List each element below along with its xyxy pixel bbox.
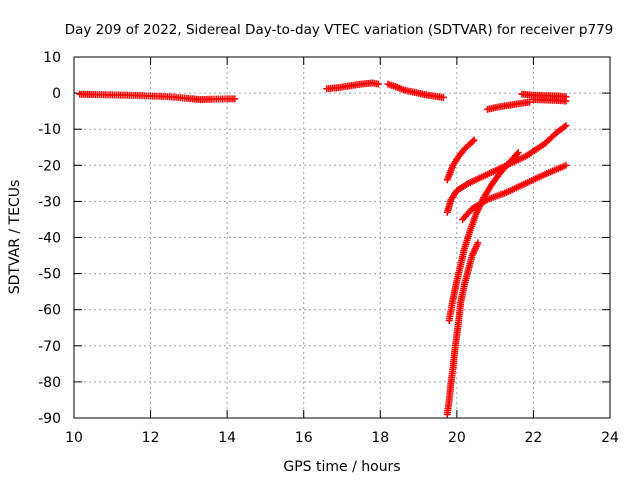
series-11 [443, 239, 482, 418]
data-point [374, 80, 382, 88]
chart-title: Day 209 of 2022, Sidereal Day-to-day VTE… [65, 22, 614, 38]
y-tick-label: -90 [38, 411, 61, 427]
y-tick-label: -80 [38, 375, 61, 391]
y-tick-label: -30 [38, 194, 61, 210]
data-point [562, 122, 570, 130]
data-point [562, 161, 570, 169]
x-axis-label: GPS time / hours [283, 459, 400, 475]
y-tick-label: -20 [38, 158, 61, 174]
y-tick-label: -10 [38, 122, 61, 138]
series-10 [445, 149, 522, 325]
data-point [526, 98, 534, 106]
y-tick-label: -70 [38, 339, 61, 355]
series-3 [384, 80, 447, 101]
series-7 [443, 136, 478, 184]
x-tick-label: 16 [295, 430, 313, 446]
x-tick-label: 24 [601, 430, 619, 446]
x-tick-label: 10 [65, 430, 83, 446]
y-tick-label: -50 [38, 267, 61, 283]
grid [74, 57, 610, 418]
data-point [439, 93, 447, 101]
y-tick-label: -40 [38, 231, 61, 247]
data-point [514, 149, 522, 157]
series-2 [323, 79, 382, 93]
x-axis: 10 12 14 16 18 20 22 24 [65, 57, 619, 446]
x-tick-label: 12 [142, 430, 160, 446]
x-tick-label: 18 [371, 430, 389, 446]
y-tick-label: 10 [43, 50, 61, 66]
x-tick-label: 14 [218, 430, 236, 446]
data-point [231, 95, 239, 103]
data-point [469, 137, 477, 145]
y-tick-label: 0 [52, 86, 61, 102]
y-axis: 10 0 -10 -20 -30 -40 -50 -60 -70 -80 -90 [38, 50, 610, 427]
data-marks [76, 79, 570, 418]
series-6 [529, 96, 570, 105]
y-tick-label: -60 [38, 303, 61, 319]
y-axis-label: SDTVAR / TECUs [7, 180, 23, 295]
data-point [474, 239, 482, 247]
data-point [470, 136, 478, 144]
plot-frame [73, 56, 611, 419]
x-tick-label: 22 [525, 430, 543, 446]
data-point [513, 150, 521, 158]
data-point [562, 97, 570, 105]
series-1 [76, 90, 239, 104]
series-9 [459, 161, 570, 223]
series-4 [483, 98, 534, 113]
x-tick-label: 20 [448, 430, 466, 446]
